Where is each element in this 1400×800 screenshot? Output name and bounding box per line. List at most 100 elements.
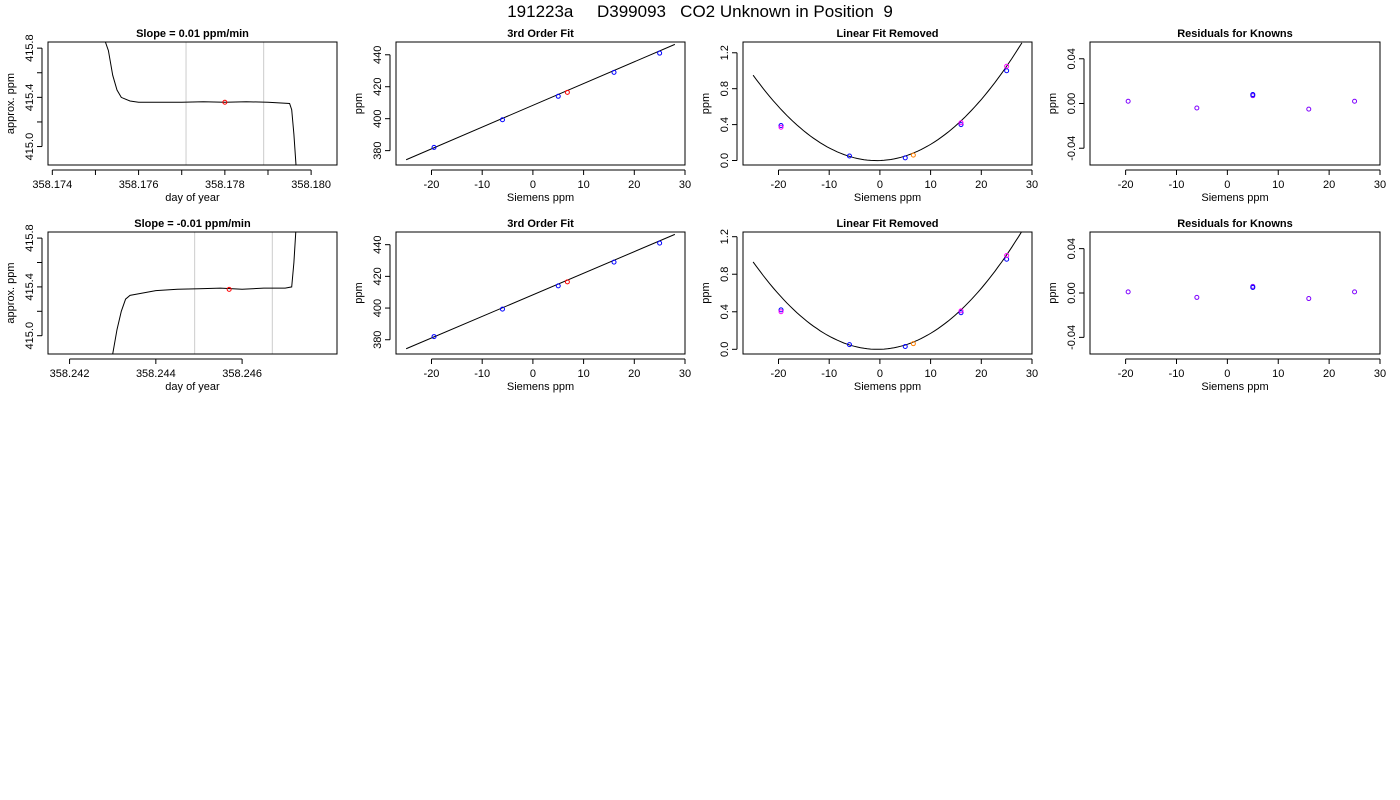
x-tick-label: -20 xyxy=(771,368,787,380)
chart-panel-6: 3rd Order Fit -20 -10 0 10 20 30 Siemens ppm 380… xyxy=(353,218,691,393)
x-tick-label: -20 xyxy=(1118,179,1134,191)
x-tick-label: 30 xyxy=(679,368,691,380)
x-tick-label: 358.242 xyxy=(50,368,90,380)
x-tick-label: 10 xyxy=(577,368,589,380)
data-point xyxy=(1352,98,1358,104)
plot-area xyxy=(752,42,1023,162)
x-tick-label: 358.180 xyxy=(291,179,331,191)
fit-line xyxy=(405,43,676,161)
y-tick-label: 415.8 xyxy=(24,34,36,62)
fit-curve xyxy=(752,232,1023,350)
chart-panel-1: Slope = 0.01 ppm/min 358.174 358.176 358.17… xyxy=(5,28,338,204)
x-tick-label: -10 xyxy=(474,368,490,380)
x-axis-label: Siemens ppm xyxy=(1201,192,1268,204)
x-tick-label: 30 xyxy=(1026,368,1038,380)
y-tick-label: 0.0 xyxy=(719,342,731,357)
y-tick-label: 0.0 xyxy=(719,153,731,168)
chart-title: Residuals for Knowns xyxy=(1177,28,1293,40)
x-tick-label: 0 xyxy=(1224,368,1230,380)
x-tick-label: 0 xyxy=(530,368,536,380)
x-tick-label: -20 xyxy=(424,179,440,191)
y-tick-label: 0.4 xyxy=(719,304,731,319)
data-point xyxy=(1004,68,1010,74)
chart-title: Residuals for Knowns xyxy=(1177,218,1293,230)
plot-area xyxy=(104,42,297,165)
fit-curve xyxy=(752,42,1023,162)
x-tick-label: 20 xyxy=(975,368,987,380)
data-point xyxy=(431,144,437,150)
y-tick-label: 0.8 xyxy=(719,267,731,282)
chart-title: Linear Fit Removed xyxy=(836,28,938,40)
chart-panel-4: Residuals for Knowns -20 -10 0 10 20 30 Siemens… xyxy=(1047,28,1386,204)
x-tick-label: 0 xyxy=(877,179,883,191)
chart-panel-5: Slope = -0.01 ppm/min 358.242 358.244 358.2… xyxy=(5,218,338,393)
y-axis-label: ppm xyxy=(700,282,712,303)
data-point xyxy=(222,99,228,105)
x-axis-label: Siemens ppm xyxy=(1201,381,1268,393)
y-axis-label: ppm xyxy=(1047,282,1059,303)
chart-title: Slope = 0.01 ppm/min xyxy=(136,28,249,40)
y-axis-label: approx. ppm xyxy=(5,73,17,134)
chart-title: 3rd Order Fit xyxy=(507,28,574,40)
y-tick-label: 1.2 xyxy=(719,45,731,60)
plot-area xyxy=(405,233,676,350)
x-tick-label: -10 xyxy=(821,368,837,380)
data-point xyxy=(958,308,964,314)
x-tick-label: 20 xyxy=(628,179,640,191)
x-tick-label: 30 xyxy=(1374,179,1386,191)
x-axis-label: Siemens ppm xyxy=(854,192,921,204)
fit-line xyxy=(405,233,676,350)
chart-panel-8: Residuals for Knowns -20 -10 0 10 20 30 Siemens… xyxy=(1047,218,1386,393)
plot-frame xyxy=(1089,231,1381,355)
data-point xyxy=(778,307,784,313)
data-point xyxy=(958,122,964,128)
x-tick-label: 0 xyxy=(1224,179,1230,191)
plot-frame xyxy=(742,41,1033,166)
y-tick-label: 415.0 xyxy=(24,133,36,161)
data-point xyxy=(1125,98,1131,104)
y-tick-label: 0.00 xyxy=(1066,282,1078,303)
y-tick-label: 380 xyxy=(372,331,384,349)
y-tick-label: 400 xyxy=(372,109,384,127)
plot-frame xyxy=(395,231,686,355)
y-tick-label: 415.4 xyxy=(24,84,36,112)
x-axis-label: day of year xyxy=(165,381,220,393)
y-tick-label: 380 xyxy=(372,141,384,159)
x-tick-label: 358.174 xyxy=(32,179,72,191)
x-tick-label: 358.246 xyxy=(222,368,262,380)
plot-area xyxy=(752,232,1023,350)
x-tick-label: -20 xyxy=(771,179,787,191)
data-point xyxy=(778,122,784,128)
data-point xyxy=(611,69,617,75)
data-point xyxy=(902,155,908,161)
data-point xyxy=(226,286,232,292)
chart-panel-3: Linear Fit Removed -20 -10 0 10 20 30 Siemens p… xyxy=(700,28,1038,204)
x-tick-label: -10 xyxy=(821,179,837,191)
data-point xyxy=(1004,252,1010,258)
x-tick-label: 0 xyxy=(530,179,536,191)
y-axis-label: approx. ppm xyxy=(5,262,17,323)
data-point xyxy=(1352,289,1358,295)
x-tick-label: 10 xyxy=(577,179,589,191)
y-tick-label: 420 xyxy=(372,267,384,285)
data-point xyxy=(910,152,916,158)
y-tick-label: 0.4 xyxy=(719,117,731,132)
data-point xyxy=(958,120,964,126)
x-tick-label: 20 xyxy=(1323,179,1335,191)
plot-area xyxy=(405,43,676,161)
data-point xyxy=(778,309,784,315)
plot-frame xyxy=(47,41,338,166)
plot-frame xyxy=(1089,41,1381,166)
data-point xyxy=(958,310,964,316)
y-tick-label: 0.04 xyxy=(1066,48,1078,69)
x-tick-label: 10 xyxy=(1272,368,1284,380)
data-point xyxy=(1250,92,1256,98)
y-tick-label: 400 xyxy=(372,299,384,317)
data-point xyxy=(1250,284,1256,290)
chart-panel-2: 3rd Order Fit -20 -10 0 10 20 30 Siemens ppm 380… xyxy=(353,28,691,204)
x-tick-label: -20 xyxy=(424,368,440,380)
data-point xyxy=(1004,63,1010,69)
data-point xyxy=(1125,289,1131,295)
data-point xyxy=(499,117,505,123)
